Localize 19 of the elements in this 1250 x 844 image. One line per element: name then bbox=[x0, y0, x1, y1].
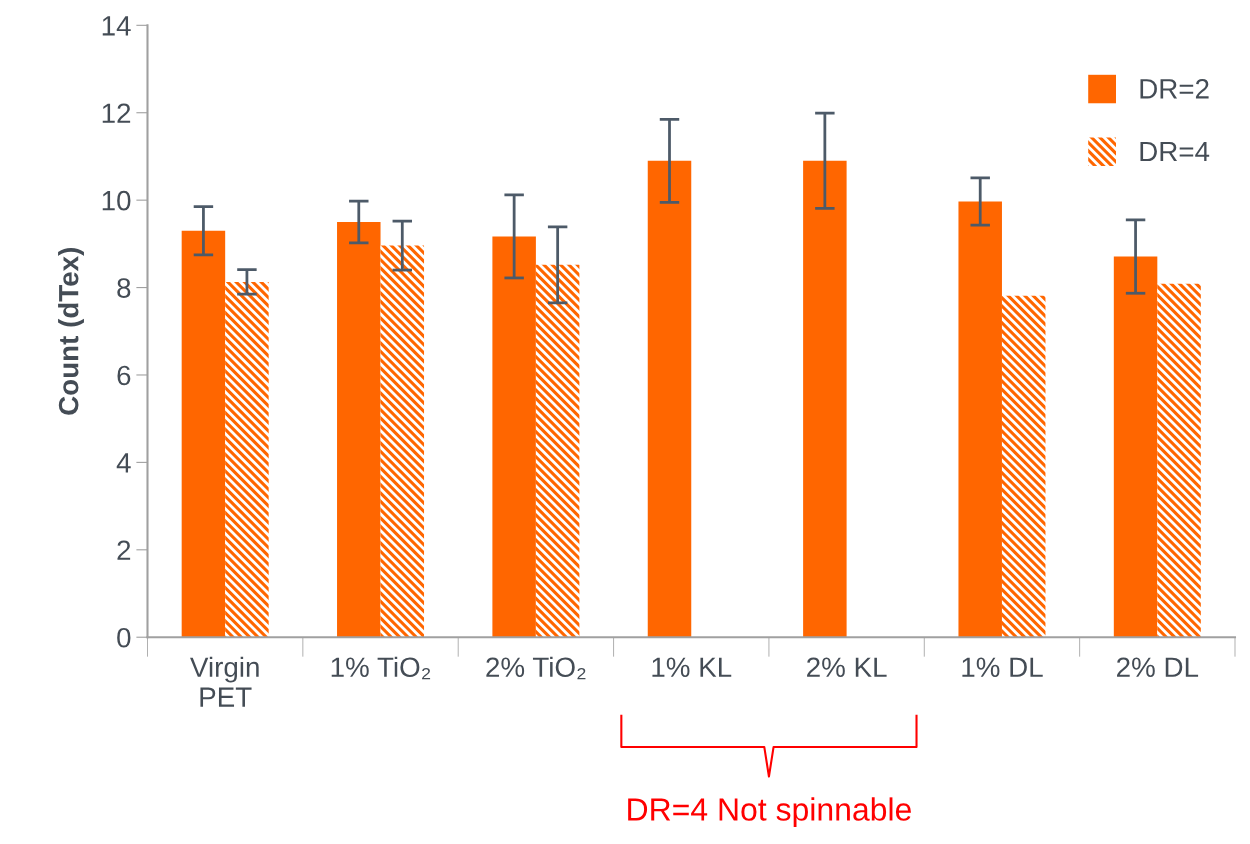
y-tick-label: 4 bbox=[116, 453, 131, 473]
y-tick-label: 0 bbox=[117, 627, 131, 648]
y-tick-label: 10 bbox=[102, 190, 131, 211]
y-axis-title: Count (dTex) bbox=[58, 248, 84, 415]
x-tick-label: 1% TiO₂ bbox=[331, 656, 431, 680]
x-tick-label: 1% KL bbox=[652, 657, 732, 677]
legend-label: DR=4 bbox=[1140, 142, 1210, 162]
y-tick-label: 12 bbox=[102, 103, 131, 123]
x-tick-label: 2% KL bbox=[807, 657, 887, 677]
x-tick-label: 2% DL bbox=[1117, 657, 1199, 677]
y-tick-label: 14 bbox=[102, 16, 131, 36]
x-tick-label: 1% DL bbox=[962, 657, 1043, 677]
y-tick-label: 6 bbox=[117, 365, 131, 386]
y-tick-label: 8 bbox=[117, 278, 131, 298]
x-tick-label: Virgin PET bbox=[190, 656, 259, 707]
legend-label: DR=2 bbox=[1140, 79, 1209, 99]
x-tick-label: 2% TiO₂ bbox=[486, 656, 586, 680]
text: DR=4 Not spinnable bbox=[628, 797, 911, 828]
y-tick-label: 2 bbox=[117, 540, 131, 560]
